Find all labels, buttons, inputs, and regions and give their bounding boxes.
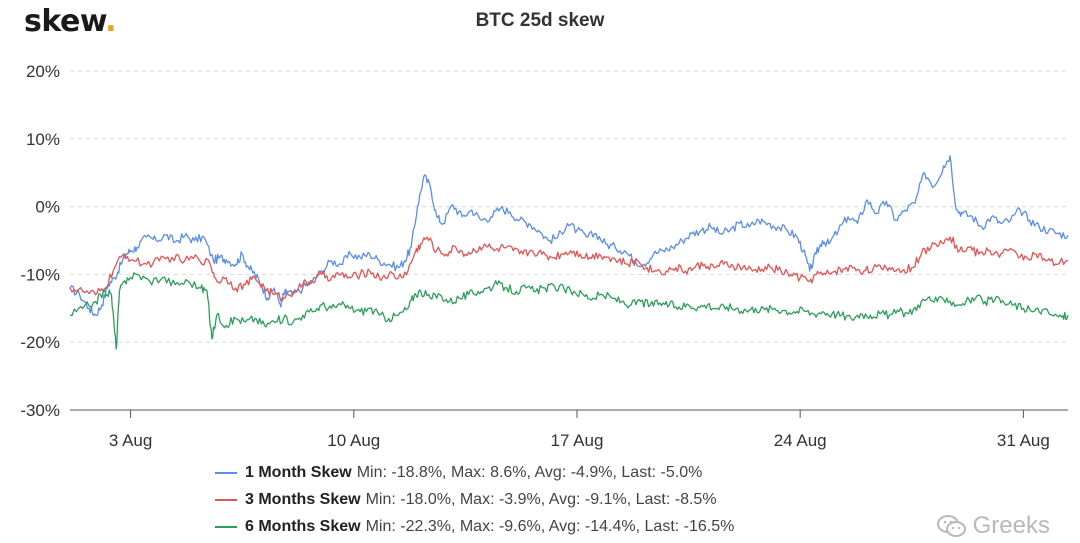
y-tick-label: 20% <box>26 62 60 81</box>
series-lines <box>69 155 1069 350</box>
x-tick-label: 3 Aug <box>109 431 153 450</box>
y-tick-label: 10% <box>26 130 60 149</box>
legend: 1 Month Skew Min: -18.8%, Max: 8.6%, Avg… <box>215 459 734 540</box>
grid-lines <box>70 70 1068 411</box>
series-line-1 <box>69 155 1069 317</box>
logo-text: skew <box>24 4 106 39</box>
y-axis: 20% 10% 0% -10% -20% -30% <box>20 62 60 420</box>
legend-item-3-months[interactable]: 3 Months Skew Min: -18.0%, Max: -3.9%, A… <box>215 486 734 513</box>
x-tick-label: 10 Aug <box>327 431 380 450</box>
legend-stats: Min: -22.3%, Max: -9.6%, Avg: -14.4%, La… <box>365 518 735 535</box>
series-line-2 <box>69 236 1068 302</box>
legend-stats: Min: -18.8%, Max: 8.6%, Avg: -4.9%, Last… <box>356 464 703 481</box>
legend-swatch-6-months <box>215 525 237 528</box>
x-tick-label: 31 Aug <box>997 431 1050 450</box>
logo-dot: . <box>105 4 117 39</box>
y-tick-label: -20% <box>20 333 60 352</box>
legend-stats: Min: -18.0%, Max: -3.9%, Avg: -9.1%, Las… <box>365 491 717 508</box>
watermark-text: Greeks <box>972 512 1050 539</box>
watermark: Greeks <box>936 512 1050 540</box>
x-tick-label: 17 Aug <box>550 431 603 450</box>
series-line-3 <box>69 272 1069 350</box>
legend-label: 1 Month Skew <box>245 464 352 481</box>
legend-item-6-months[interactable]: 6 Months Skew Min: -22.3%, Max: -9.6%, A… <box>215 513 734 540</box>
x-tick-label: 24 Aug <box>774 431 827 450</box>
y-tick-label: -10% <box>20 265 60 284</box>
legend-swatch-3-months <box>215 498 237 501</box>
wechat-icon <box>936 515 966 537</box>
legend-label: 6 Months Skew <box>245 518 361 535</box>
legend-swatch-1-month <box>215 471 237 474</box>
chart-title: BTC 25d skew <box>475 10 605 31</box>
y-tick-label: -30% <box>20 401 60 420</box>
x-axis: 3 Aug 10 Aug 17 Aug 24 Aug 31 Aug <box>70 409 1068 450</box>
y-tick-label: 0% <box>35 198 60 217</box>
skew-logo: skew. <box>24 4 117 39</box>
legend-label: 3 Months Skew <box>245 491 361 508</box>
legend-item-1-month[interactable]: 1 Month Skew Min: -18.8%, Max: 8.6%, Avg… <box>215 459 734 486</box>
